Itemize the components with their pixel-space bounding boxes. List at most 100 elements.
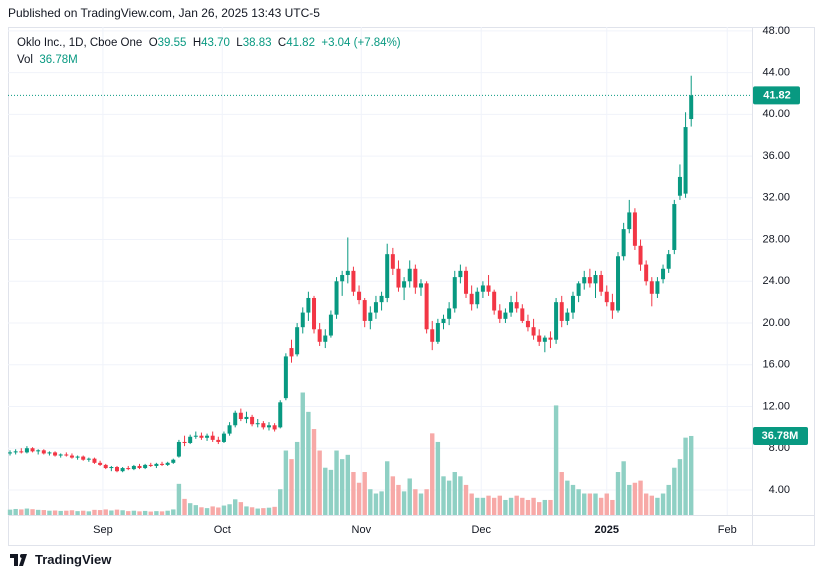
volume-bar [244,506,249,515]
candle-body [413,268,418,288]
candle-body [92,458,97,463]
volume-bar [666,484,671,515]
candle-body [312,297,317,330]
candle-body [182,441,187,444]
volume-bar [210,506,215,515]
volume-bar [187,503,193,515]
candle-body [81,456,86,460]
volume-bar [570,484,576,515]
volume-bar [131,510,137,515]
candle-body [345,270,350,276]
candle-body [604,291,609,303]
candle-body [69,455,74,458]
volume-bar [520,497,525,515]
candle-body [464,270,469,294]
change: +3.04 (+7.84%) [321,37,401,49]
volume-bar [103,509,108,515]
candle-body [509,302,514,313]
candle-body [238,412,243,420]
volume-bar [154,511,159,515]
volume-bar [199,507,204,515]
candle-body [109,467,114,469]
candle-body [385,254,390,298]
volume-bar [109,510,114,515]
y-tick-label: 12.00 [762,400,790,412]
volume-bar [283,450,289,515]
volume-bar [508,497,514,515]
volume-bar [193,505,199,515]
volume-bar [531,497,536,515]
candle-body [616,256,621,311]
volume-bar [683,437,688,515]
volume-bar [300,392,305,515]
candle-body [283,356,288,399]
volume-bar [69,510,75,515]
volume-bar [401,491,407,515]
candle-body [492,291,497,311]
volume-bar [503,499,508,515]
candle-body [261,423,266,428]
volume-bar [576,489,581,515]
candle-body [58,454,63,456]
candle-body [632,212,637,246]
candle-body [587,277,592,284]
volume-bar [306,411,311,515]
x-tick-label: Sep [93,524,113,536]
ohlc-key: O [148,37,158,49]
volume-bar [458,476,463,515]
candle-body [559,302,564,321]
candle-body [610,302,615,311]
last-volume-label: 36.78M [762,430,799,442]
candle-body [334,281,339,315]
candle-body [480,285,485,292]
volume-bar [47,510,52,515]
volume-bar [430,433,435,515]
candle-body [661,268,666,280]
y-tick-label: 36.00 [762,150,790,162]
volume-bar [582,493,587,515]
volume-bar [548,499,553,515]
last-price-box [753,86,800,105]
candle-body [86,458,91,460]
volume-bar [97,510,103,515]
volume-bar [525,499,531,515]
volume-bar [396,484,401,515]
symbol: Oklo Inc., 1D, Cboe One [17,37,143,49]
candle-body [469,293,474,305]
ohlc-value: 38.83 [242,37,272,49]
candle-body [30,448,35,452]
candle-body [114,467,119,472]
volume-bar [587,493,593,515]
candle-body [131,465,136,470]
grid [8,27,752,515]
logo [10,553,27,566]
y-tick-label: 24.00 [762,275,790,287]
volume-bar [463,484,469,515]
candle-body [666,254,671,269]
candle-body [638,245,643,265]
volume-bar [672,467,677,515]
x-tick-label: Oct [214,524,231,536]
volume-bar [126,511,131,515]
volume-bar [441,476,446,515]
candle-body [542,337,547,342]
candle-body [548,337,553,340]
volume-bar [598,497,604,515]
candle-body [514,302,519,309]
candle-body [655,281,660,294]
candle-body [289,348,294,357]
y-tick-label: 20.00 [762,317,790,329]
candle-body [126,468,131,470]
legend-row: Oklo Inc., 1D, Cboe One O39.55 H43.70 L3… [17,35,401,52]
volume-bar [660,493,666,515]
volume-bar [137,511,142,515]
volume-bar [418,493,424,515]
candle-body [75,456,80,458]
volume-bar [165,510,170,515]
volume-bar [171,509,176,515]
volume-bar [64,510,69,515]
volume-bar [553,405,559,515]
x-tick-label: Dec [471,524,491,536]
candle-body [300,312,305,328]
volume-bar [120,510,125,515]
